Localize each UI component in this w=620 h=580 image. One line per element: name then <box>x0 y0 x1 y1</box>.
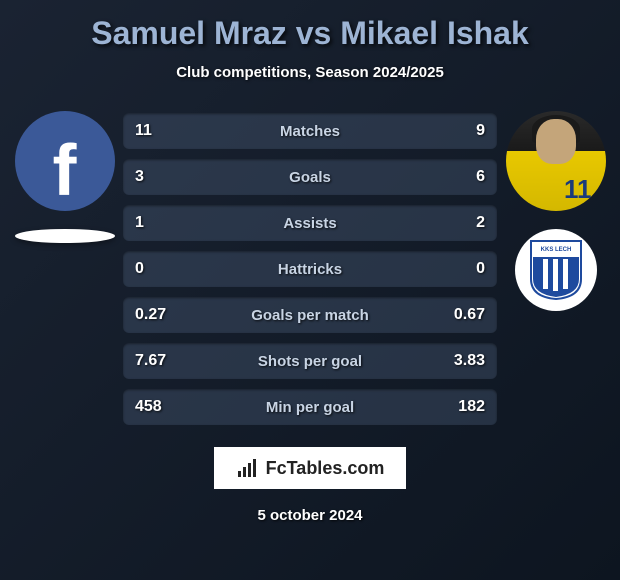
club-name-text: KKS LECH <box>540 247 571 253</box>
stat-right-value: 9 <box>435 122 485 140</box>
club-badge: KKS LECH <box>515 229 597 311</box>
stat-row: 458 Min per goal 182 <box>123 389 497 425</box>
stat-row: 3 Goals 6 <box>123 159 497 195</box>
stat-label: Goals per match <box>251 307 369 324</box>
facebook-icon: f <box>15 111 115 211</box>
comparison-card: Samuel Mraz vs Mikael Ishak Club competi… <box>0 0 620 580</box>
club-shield-icon: KKS LECH <box>529 239 583 301</box>
fctables-brand[interactable]: FcTables.com <box>214 447 407 489</box>
left-avatar: f <box>15 111 115 211</box>
stat-row: 0.27 Goals per match 0.67 <box>123 297 497 333</box>
stat-right-value: 6 <box>435 168 485 186</box>
stat-left-value: 11 <box>135 122 185 140</box>
stat-right-value: 182 <box>435 398 485 416</box>
stat-right-value: 2 <box>435 214 485 232</box>
facebook-f-glyph: f <box>53 130 77 211</box>
jersey-number: 11 <box>564 174 592 205</box>
date-text: 5 october 2024 <box>257 507 362 524</box>
player-head <box>536 119 576 164</box>
stat-row: 1 Assists 2 <box>123 205 497 241</box>
stat-right-value: 0 <box>435 260 485 278</box>
stat-row: 11 Matches 9 <box>123 113 497 149</box>
stat-label: Goals <box>289 169 331 186</box>
stat-label: Hattricks <box>278 261 342 278</box>
stats-table: 11 Matches 9 3 Goals 6 1 Assists 2 0 Hat… <box>117 113 503 425</box>
left-avatar-shadow <box>15 229 115 243</box>
stat-right-value: 0.67 <box>435 306 485 324</box>
footer: FcTables.com 5 october 2024 <box>214 447 407 524</box>
stat-label: Assists <box>283 215 336 232</box>
player-portrait: 11 <box>506 111 606 211</box>
stat-label: Matches <box>280 123 340 140</box>
fctables-label: FcTables.com <box>266 458 385 479</box>
stat-row: 7.67 Shots per goal 3.83 <box>123 343 497 379</box>
content-row: f 11 Matches 9 3 Goals 6 1 Assists 2 <box>0 111 620 425</box>
stat-left-value: 7.67 <box>135 352 185 370</box>
right-player-photo: 11 <box>506 111 606 211</box>
stat-left-value: 0.27 <box>135 306 185 324</box>
stat-left-value: 0 <box>135 260 185 278</box>
fctables-icon <box>236 457 258 479</box>
subtitle: Club competitions, Season 2024/2025 <box>176 64 444 81</box>
stat-left-value: 458 <box>135 398 185 416</box>
right-column: 11 KKS LECH <box>503 111 608 311</box>
stat-row: 0 Hattricks 0 <box>123 251 497 287</box>
stat-label: Min per goal <box>266 399 354 416</box>
stat-right-value: 3.83 <box>435 352 485 370</box>
left-column: f <box>12 111 117 243</box>
stat-label: Shots per goal <box>258 353 362 370</box>
stat-left-value: 1 <box>135 214 185 232</box>
page-title: Samuel Mraz vs Mikael Ishak <box>91 15 529 52</box>
stat-left-value: 3 <box>135 168 185 186</box>
